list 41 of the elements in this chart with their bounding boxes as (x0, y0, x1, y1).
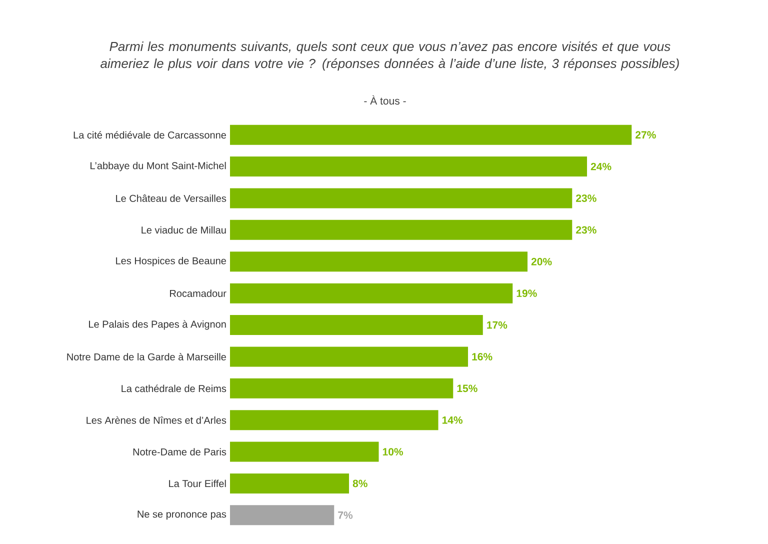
y-tick-label: Le Château de Versailles (116, 194, 226, 202)
y-tick-label: La cathédrale de Reims (122, 384, 226, 392)
data-label: 14% (442, 416, 463, 424)
y-tick-label: Le viaduc de Millau (142, 226, 226, 234)
data-label: 24% (590, 162, 612, 170)
y-tick-label: L’abbaye du Mont Saint-Michel (90, 162, 226, 172)
data-label: 17% (487, 321, 508, 329)
bar (230, 346, 468, 367)
y-tick-label: Notre-Dame de Paris (133, 448, 226, 456)
data-label: 7% (338, 511, 353, 519)
bar (230, 124, 632, 145)
y-tick-label: Le Palais des Papes à Avignon (89, 320, 226, 330)
data-label: 10% (382, 448, 404, 456)
chart-title: Parmi les monuments suivants, quels sont ceux que vous n’avez pas encore visités et que vous aimeriez le plus voir dans votre vie ? (réponses données à l’aide d’une liste, 3 réponses possibles) (100, 41, 679, 71)
bar (230, 283, 513, 304)
bar (230, 378, 454, 398)
y-tick-label: Ne se prononce pas (138, 510, 226, 520)
bar (230, 505, 334, 526)
bar (230, 220, 572, 240)
data-label: 23% (576, 194, 596, 202)
data-label: 8% (352, 480, 368, 488)
data-label: 20% (531, 258, 552, 266)
y-tick-label: La cité médiévale de Carcassonne (74, 131, 226, 139)
y-tick-label: Les Arènes de Nîmes et d’Arles (86, 416, 226, 424)
bar (230, 410, 438, 430)
bar (230, 252, 528, 272)
bar (230, 315, 483, 336)
y-tick-label: Rocamadour (170, 290, 226, 297)
data-label: 15% (457, 384, 478, 392)
data-label: 19% (516, 290, 537, 298)
data-label: 27% (636, 131, 656, 139)
y-tick-label: Notre Dame de la Garde à Marseille (67, 352, 226, 360)
bar (230, 188, 572, 208)
bar (230, 442, 379, 462)
y-tick-label: Les Hospices de Beaune (116, 256, 226, 266)
bar (230, 156, 588, 177)
chart-subtitle: - À tous - (364, 95, 406, 105)
bar (230, 473, 350, 494)
data-label: 16% (472, 352, 492, 360)
data-label: 23% (576, 226, 596, 234)
y-tick-label: La Tour Eiffel (169, 480, 226, 488)
